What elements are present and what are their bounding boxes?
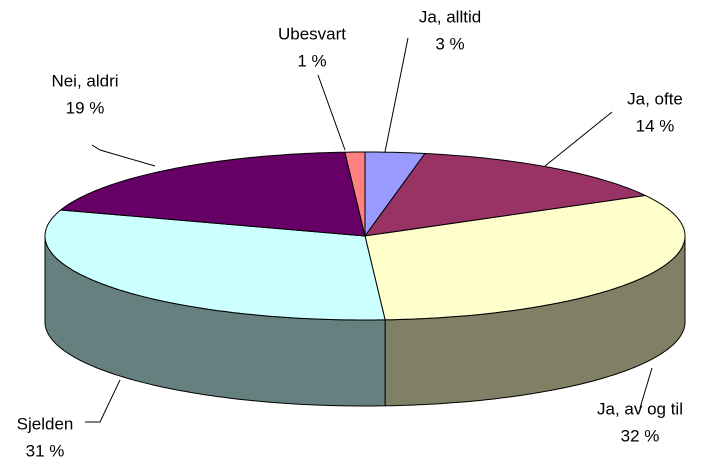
- leader-line: [317, 74, 346, 151]
- leader-line: [91, 144, 156, 167]
- slice-label: Nei, aldri: [51, 71, 118, 90]
- leader-line: [384, 37, 409, 153]
- value-label: 14 %: [636, 116, 675, 135]
- leader-line: [85, 379, 121, 423]
- slice-label: Ubesvart: [278, 24, 346, 43]
- slice-label: Ja, ofte: [627, 89, 683, 108]
- slice-label: Ja, av og til: [597, 399, 683, 418]
- pie-slice: [363, 152, 648, 237]
- pie-slice: [44, 209, 386, 321]
- leader-line: [639, 367, 653, 409]
- value-label: 19 %: [66, 98, 105, 117]
- leader-lines: [85, 37, 653, 423]
- pie-slice: [364, 194, 686, 321]
- value-label: 31 %: [26, 441, 65, 459]
- slice-label: Ja, alltid: [419, 7, 481, 26]
- value-label: 32 %: [621, 426, 660, 445]
- pie-slice: [344, 151, 366, 237]
- slice-label: Sjelden: [17, 414, 74, 433]
- pie: [44, 151, 686, 407]
- value-label: 1 %: [297, 51, 326, 70]
- value-label: 3 %: [435, 34, 464, 53]
- pie-slice: [59, 151, 366, 237]
- leader-line: [544, 111, 613, 167]
